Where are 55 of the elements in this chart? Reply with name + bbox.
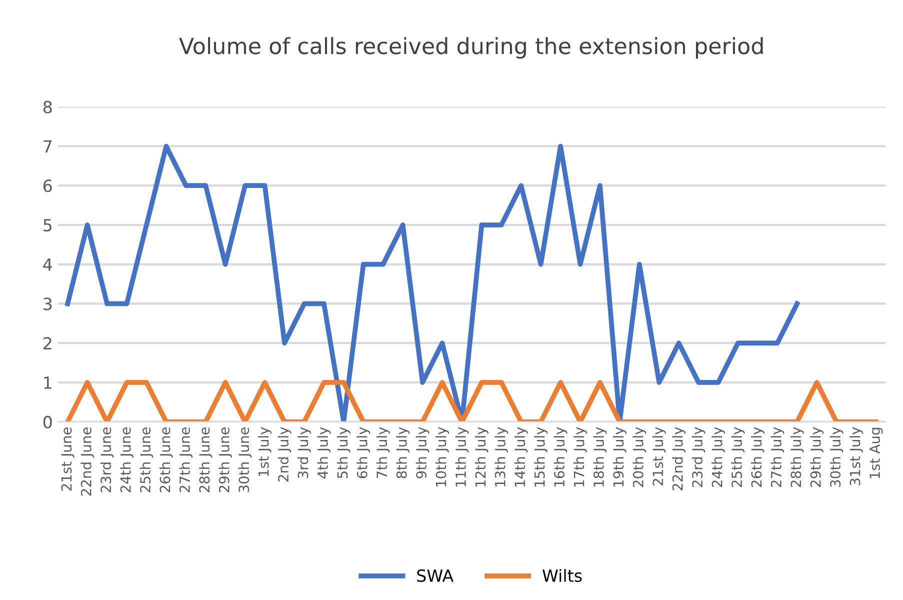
x-tick-label: 5th July xyxy=(336,427,350,478)
x-tick-label: 17th July xyxy=(574,427,587,486)
y-tick-label: 8 xyxy=(43,100,52,114)
x-tick-label: 12th July xyxy=(474,427,488,486)
x-tick-label: 28th July xyxy=(790,427,804,487)
x-tick-label: 23rd June xyxy=(100,427,114,492)
line-series xyxy=(65,144,800,422)
x-tick-label: 29th June xyxy=(218,427,232,492)
y-tick-label: 0 xyxy=(43,416,52,428)
x-tick-label: 23rd July xyxy=(692,427,706,487)
x-tick-label: 10th July xyxy=(436,427,449,486)
x-tick-label: 22nd July xyxy=(672,427,686,490)
y-tick-label: 3 xyxy=(44,298,52,310)
x-tick-label: 30th June xyxy=(238,427,252,492)
x-tick-label: 20th July xyxy=(632,427,646,487)
legend-label: Wilts xyxy=(542,569,582,582)
x-tick-label: 18th July xyxy=(593,427,607,486)
x-tick-label: 9th July xyxy=(416,427,430,478)
x-tick-label: 24th June xyxy=(120,427,134,492)
legend-label: SWA xyxy=(417,569,454,582)
x-tick-label: 21st July xyxy=(652,427,666,486)
x-tick-label: 27th July xyxy=(770,427,784,487)
x-tick-label: 29th July xyxy=(810,427,824,487)
x-tick-label: 24th July xyxy=(712,427,725,487)
y-tick-label: 5 xyxy=(44,219,52,232)
x-tick-label: 1st July xyxy=(258,427,272,476)
x-tick-label: 21st June xyxy=(61,427,74,491)
x-tick-label: 8th July xyxy=(396,427,410,478)
y-tick-label: 7 xyxy=(44,140,52,153)
chart-title: Volume of calls received during the extension period xyxy=(179,37,763,59)
x-tick-label: 11th July xyxy=(455,427,469,486)
x-tick-label: 31st July xyxy=(850,427,863,486)
x-tick-label: 22nd June xyxy=(80,427,94,496)
x-tick-label: 30th July xyxy=(830,427,844,487)
x-tick-label: 28th June xyxy=(198,427,212,492)
x-tick-label: 25th June xyxy=(140,427,154,492)
x-tick-label: 25th July xyxy=(731,427,745,487)
x-tick-label: 13th July xyxy=(494,427,508,486)
x-tick-label: 19th July xyxy=(612,427,626,486)
x-tick-label: 26th July xyxy=(750,427,764,487)
x-tick-label: 1st Aug xyxy=(870,428,883,478)
y-tick-label: 1 xyxy=(44,376,52,389)
x-tick-label: 27th June xyxy=(179,427,193,492)
x-tick-label: 4th July xyxy=(317,427,331,478)
x-tick-label: 15th July xyxy=(534,427,548,486)
y-tick-label: 4 xyxy=(43,258,52,271)
x-tick-label: 3rd July xyxy=(298,427,311,478)
x-tick-label: 14th July xyxy=(514,427,528,486)
x-tick-label: 7th July xyxy=(376,427,390,478)
x-tick-label: 6th July xyxy=(356,427,370,478)
y-tick-label: 6 xyxy=(43,180,52,192)
x-tick-label: 16th July xyxy=(554,427,568,486)
x-tick-label: 26th June xyxy=(160,427,173,492)
y-tick-label: 2 xyxy=(44,337,52,350)
x-tick-label: 2nd July xyxy=(278,427,292,482)
